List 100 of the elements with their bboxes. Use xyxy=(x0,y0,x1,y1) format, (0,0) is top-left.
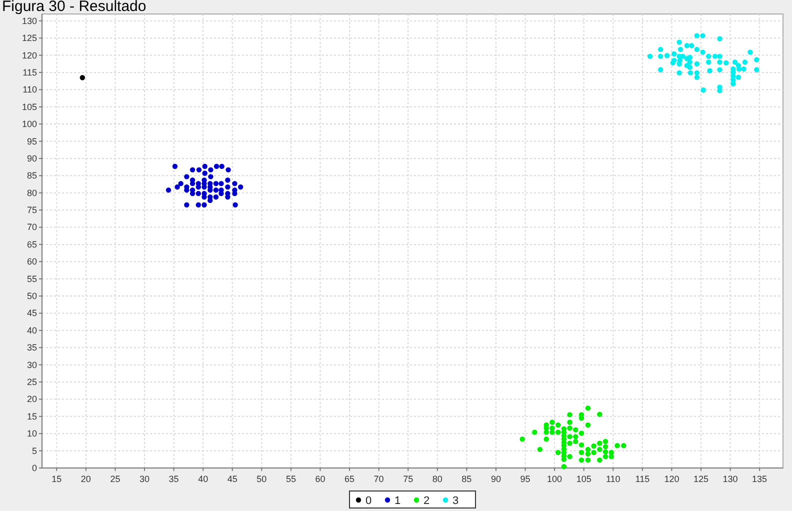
point xyxy=(225,184,230,190)
y-tick-label: 85 xyxy=(26,170,37,181)
x-tick-label: 90 xyxy=(490,474,501,484)
point xyxy=(684,43,690,48)
point xyxy=(694,61,700,66)
point xyxy=(717,54,722,59)
x-tick-label: 75 xyxy=(403,474,414,484)
point xyxy=(676,70,682,76)
x-tick-label: 85 xyxy=(462,474,472,484)
y-tick-label: 5 xyxy=(32,446,37,456)
point xyxy=(741,66,746,72)
point xyxy=(724,60,729,66)
point xyxy=(550,430,555,435)
point xyxy=(202,202,207,208)
point xyxy=(172,164,178,169)
point xyxy=(602,449,608,454)
x-tick-label: 100 xyxy=(547,474,562,484)
point xyxy=(208,174,214,180)
point xyxy=(196,167,202,172)
point xyxy=(567,420,572,425)
point xyxy=(208,167,214,172)
x-tick-label: 50 xyxy=(256,474,267,484)
x-tick-label: 45 xyxy=(227,474,238,484)
point xyxy=(736,74,742,80)
point xyxy=(174,184,180,190)
x-tick-label: 130 xyxy=(722,474,738,484)
x-tick-label: 115 xyxy=(635,474,650,484)
point xyxy=(671,51,677,56)
point xyxy=(670,60,676,66)
point xyxy=(658,54,664,59)
point xyxy=(544,430,549,435)
point xyxy=(178,180,184,186)
x-tick-label: 65 xyxy=(344,474,355,484)
point xyxy=(544,436,549,442)
y-tick-label: 30 xyxy=(26,360,37,370)
x-tick-label: 120 xyxy=(664,474,680,484)
chart-title: Figura 30 - Resultado xyxy=(2,0,146,15)
point xyxy=(561,464,567,470)
point xyxy=(573,427,578,432)
point xyxy=(687,60,692,65)
point xyxy=(213,194,219,200)
y-tick-label: 50 xyxy=(26,291,37,302)
point xyxy=(717,67,722,72)
point xyxy=(597,457,602,463)
point xyxy=(748,50,753,55)
legend-label: 3 xyxy=(452,495,459,507)
point xyxy=(585,406,591,411)
y-tick-label: 120 xyxy=(22,50,37,60)
point xyxy=(166,188,172,193)
point xyxy=(225,178,230,183)
x-tick-label: 80 xyxy=(432,474,442,484)
point xyxy=(706,60,712,65)
point xyxy=(687,54,692,60)
point xyxy=(567,434,572,440)
y-tick-label: 65 xyxy=(26,239,37,250)
point xyxy=(219,164,224,169)
x-tick-label: 35 xyxy=(168,474,179,484)
point xyxy=(712,54,718,59)
y-tick-label: 0 xyxy=(32,463,37,473)
point xyxy=(694,46,700,52)
point xyxy=(184,174,190,180)
x-tick-label: 105 xyxy=(576,474,592,484)
point xyxy=(597,446,602,452)
point xyxy=(597,440,602,446)
point xyxy=(184,202,190,208)
point xyxy=(684,62,690,68)
point xyxy=(578,450,584,456)
point xyxy=(678,46,684,52)
y-tick-label: 125 xyxy=(22,33,37,44)
y-tick-label: 75 xyxy=(26,205,37,216)
point xyxy=(602,444,608,450)
point xyxy=(573,438,578,444)
point xyxy=(555,430,561,435)
point xyxy=(732,60,738,65)
point xyxy=(232,180,238,186)
point xyxy=(717,36,722,42)
y-tick-label: 20 xyxy=(26,394,37,404)
point xyxy=(578,442,584,448)
y-tick-label: 90 xyxy=(26,153,37,164)
x-tick-label: 25 xyxy=(110,474,120,484)
point xyxy=(754,57,760,62)
point xyxy=(578,416,584,421)
point xyxy=(532,430,538,435)
point xyxy=(213,188,219,193)
point xyxy=(621,443,626,448)
point xyxy=(694,74,700,80)
point xyxy=(706,54,712,59)
point xyxy=(664,53,670,58)
point xyxy=(647,54,653,59)
point xyxy=(537,446,543,452)
y-tick-label: 60 xyxy=(26,256,37,267)
point xyxy=(578,457,584,463)
y-tick-label: 105 xyxy=(22,102,37,112)
x-tick-label: 70 xyxy=(374,474,384,484)
point xyxy=(676,40,682,45)
y-tick-label: 55 xyxy=(26,274,37,284)
y-tick-label: 35 xyxy=(26,342,37,353)
legend-label: 0 xyxy=(366,495,372,507)
y-tick-label: 80 xyxy=(26,188,37,198)
point xyxy=(689,43,694,48)
